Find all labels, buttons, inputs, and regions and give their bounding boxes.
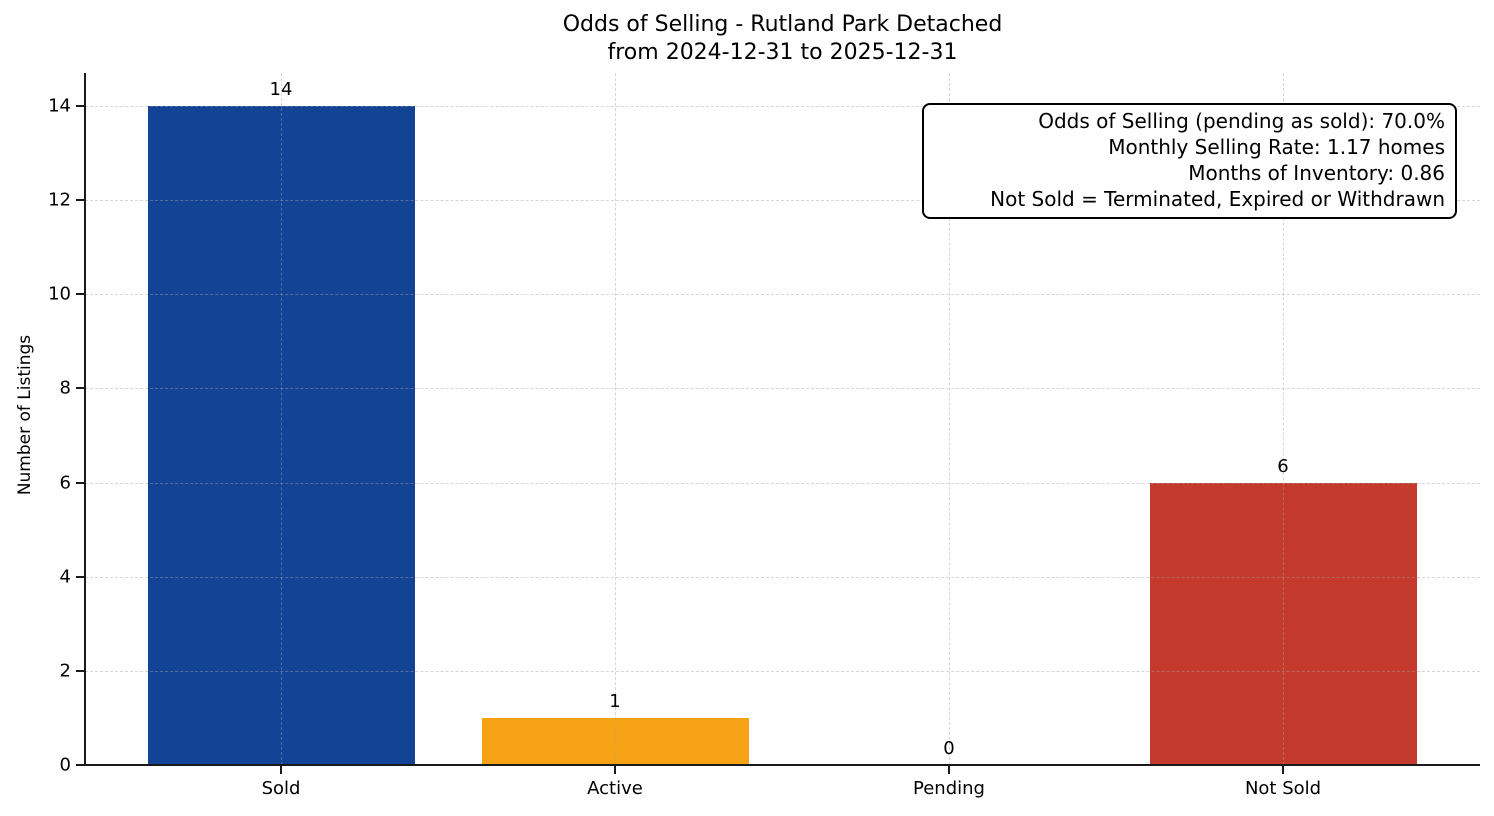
y-tick-label: 10 [48, 283, 71, 305]
annotation-line-odds: Odds of Selling (pending as sold): 70.0% [1038, 109, 1445, 133]
bar-active [481, 717, 749, 765]
y-tick-mark [76, 387, 84, 390]
bar-value-label-not-sold: 6 [1277, 455, 1289, 477]
annotation-box: Odds of Selling (pending as sold): 70.0%… [922, 103, 1457, 219]
y-tick-mark [76, 199, 84, 202]
y-gridline [85, 388, 1480, 390]
x-axis-spine [84, 764, 1480, 766]
y-gridline [85, 294, 1480, 296]
y-tick-label: 2 [59, 660, 71, 682]
x-tick-mark [948, 766, 950, 774]
x-tick-label-not-sold: Not Sold [1244, 778, 1322, 799]
chart-subtitle: from 2024-12-31 to 2025-12-31 [607, 40, 958, 65]
bar-value-label-active: 1 [609, 690, 621, 712]
y-tick-mark [76, 764, 84, 766]
y-tick-label: 4 [59, 566, 71, 588]
y-tick-label: 12 [48, 189, 71, 211]
y-tick-label: 6 [59, 472, 71, 494]
bar-value-label-sold: 14 [269, 78, 293, 100]
x-tick-mark [280, 766, 282, 774]
y-gridline [85, 200, 1480, 202]
bar-value-label-pending: 0 [943, 738, 955, 759]
y-gridline [85, 482, 1480, 484]
y-tick-mark [76, 575, 84, 578]
x-gridline [1283, 73, 1284, 765]
y-tick-label: 0 [59, 754, 71, 776]
annotation-line-not-sold-note: Not Sold = Terminated, Expired or Withdr… [990, 187, 1445, 211]
y-tick-mark [76, 481, 84, 484]
y-tick-mark [76, 104, 84, 107]
y-gridline [85, 105, 1480, 107]
x-tick-mark [1282, 766, 1284, 774]
x-gridline [615, 73, 616, 765]
y-gridline [85, 576, 1480, 578]
plot-area: 0 2 4 6 8 10 12 14 Sold 14 Active 1 Pending 0 Not Sold… [48, 73, 1480, 799]
y-axis-label: Number of Listings [15, 334, 35, 496]
x-tick-label-active: Active [587, 778, 643, 799]
annotation-line-selling-rate: Monthly Selling Rate: 1.17 homes [1108, 135, 1445, 159]
bar-sold [147, 105, 415, 765]
y-gridline [85, 670, 1480, 672]
x-gridline [281, 73, 282, 765]
y-tick-mark [76, 293, 84, 296]
x-gridline [949, 73, 950, 765]
x-tick-mark [614, 766, 616, 774]
y-axis-spine [84, 73, 86, 765]
y-tick-mark [76, 669, 84, 672]
bar-not-sold [1149, 482, 1417, 765]
x-tick-label-sold: Sold [261, 778, 301, 799]
y-tick-label: 8 [59, 377, 71, 399]
y-tick-label: 14 [48, 95, 71, 117]
annotation-line-inventory: Months of Inventory: 0.86 [1188, 161, 1445, 185]
x-tick-label-pending: Pending [913, 778, 985, 799]
chart-title: Odds of Selling - Rutland Park Detached [562, 12, 1003, 37]
